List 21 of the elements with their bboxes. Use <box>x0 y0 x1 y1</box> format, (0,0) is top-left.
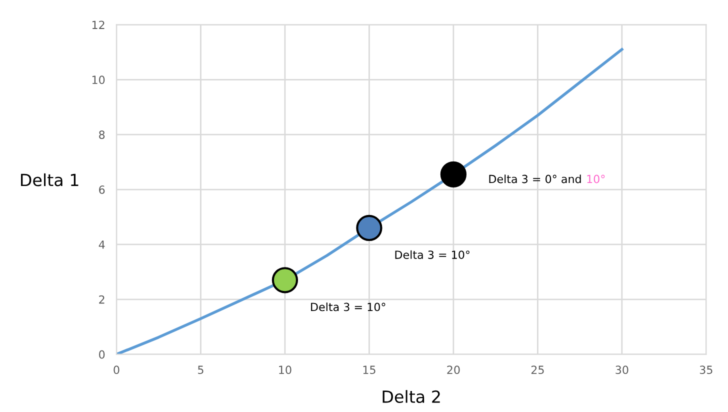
annotation: Delta 3 = 10° <box>311 302 386 312</box>
x-tick-label: 20 <box>447 366 460 374</box>
annotation: Delta 3 = 0° and <box>489 174 581 184</box>
x-tick-label: 30 <box>616 366 628 374</box>
x-tick-label: 0 <box>114 366 120 374</box>
y-tick-label: 0 <box>99 350 105 359</box>
y-tick-label: 12 <box>92 20 104 29</box>
y-tick-label: 8 <box>99 130 105 139</box>
x-tick-label: 10 <box>279 366 292 374</box>
x-tick-label: 25 <box>531 366 544 374</box>
y-tick-label: 10 <box>92 76 105 84</box>
y-tick-label: 4 <box>98 240 105 249</box>
annotation: Delta 3 = 10° <box>395 250 470 259</box>
x-tick-label: 15 <box>363 366 376 374</box>
y-tick-label: 2 <box>99 295 104 304</box>
x-tick-label: 35 <box>700 366 712 374</box>
annotation: 10° <box>587 174 605 184</box>
x-tick-label: 5 <box>198 366 204 374</box>
y-tick-label: 6 <box>99 185 105 194</box>
y-axis-title: Delta 1 <box>21 173 78 186</box>
x-axis-title: Delta 2 <box>382 390 440 403</box>
